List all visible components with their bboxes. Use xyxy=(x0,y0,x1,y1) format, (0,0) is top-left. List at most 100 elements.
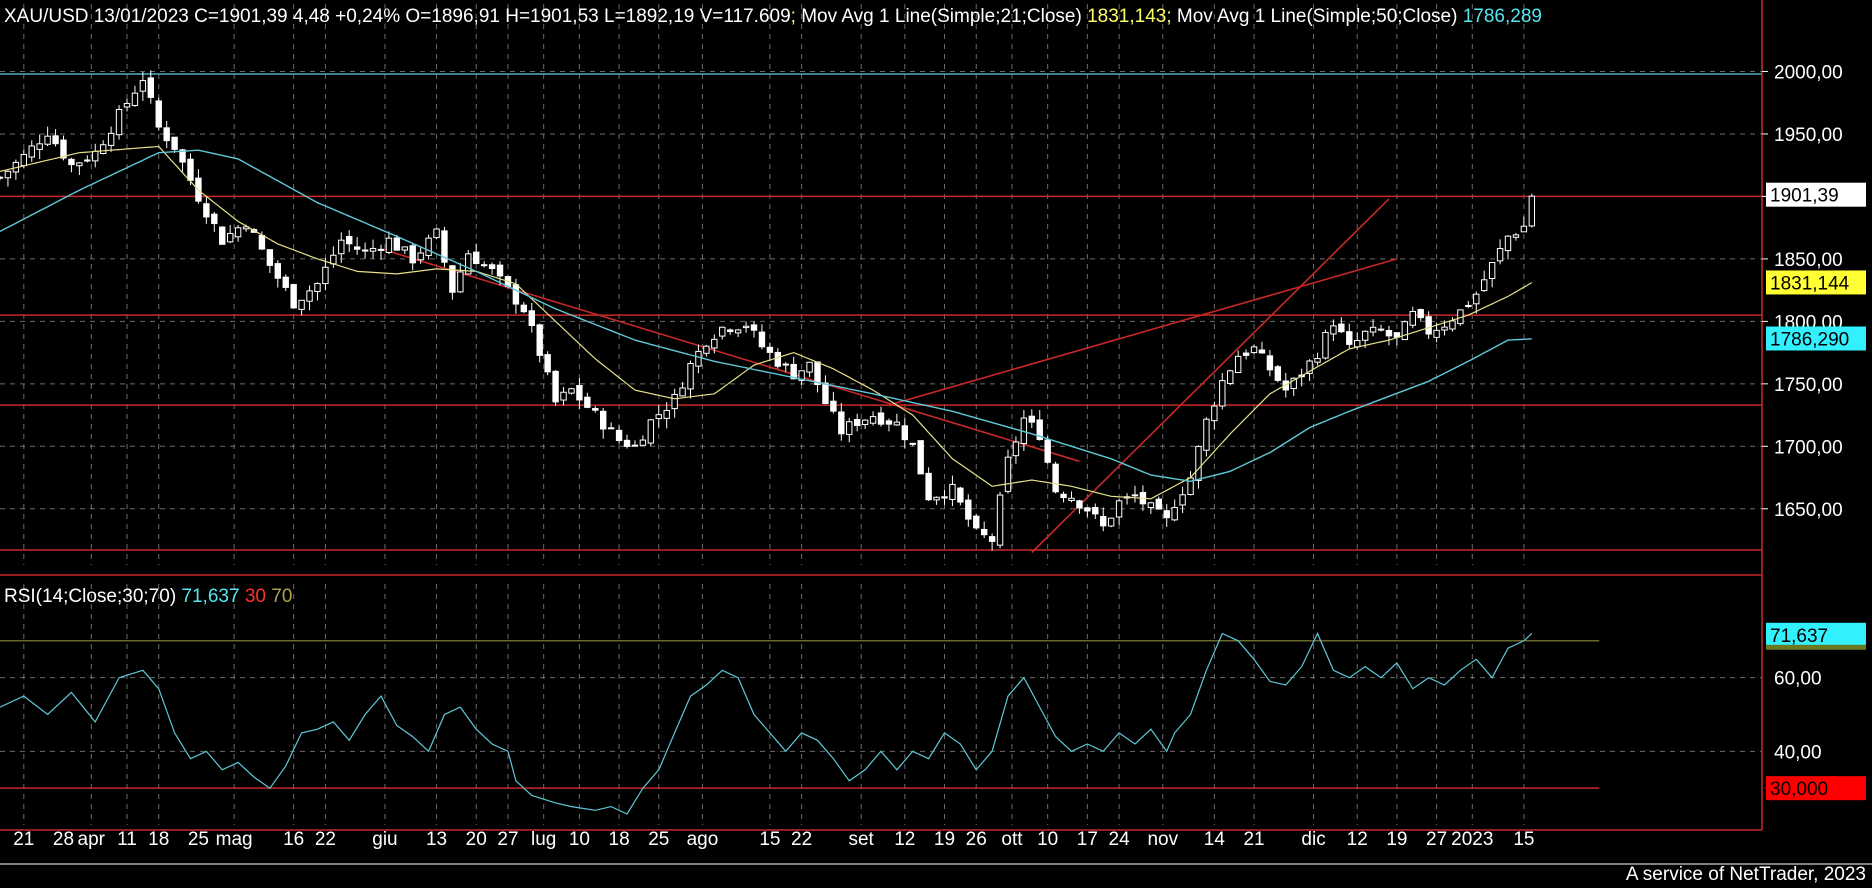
candle-down xyxy=(449,265,456,293)
x-tick-label: 12 xyxy=(894,829,915,850)
candle-down xyxy=(496,264,504,277)
close-price-tag-bg xyxy=(1766,182,1866,207)
candle-up xyxy=(639,439,647,446)
rsi-tick-label: 60,00 xyxy=(1774,669,1822,690)
price-candles xyxy=(0,70,1536,551)
candle-down xyxy=(520,304,528,313)
candle-up xyxy=(996,494,1004,546)
x-tick-label: 24 xyxy=(1109,829,1131,850)
candle-up xyxy=(1520,225,1528,233)
x-tick-label: 22 xyxy=(791,829,812,850)
x-tick-label: 27 xyxy=(1426,829,1447,850)
candle-down xyxy=(790,363,797,380)
candle-up xyxy=(1171,507,1178,521)
ma50-price-tag-text: 1786,290 xyxy=(1770,329,1849,350)
candle-up xyxy=(425,237,432,256)
x-tick-label: set xyxy=(848,829,874,850)
candle-down xyxy=(576,385,583,401)
candle-down xyxy=(885,420,893,425)
header-sep-1: ; xyxy=(790,6,796,27)
candle-up xyxy=(1441,326,1448,331)
candle-up xyxy=(20,153,28,167)
close-price-tag-text: 1901,39 xyxy=(1770,186,1839,207)
ma50-line xyxy=(0,149,1532,483)
candle-up xyxy=(655,414,662,420)
ma50-value: 1786,289 xyxy=(1462,6,1542,27)
candle-down xyxy=(552,370,559,403)
candle-up xyxy=(1290,377,1297,390)
x-tick-label: ago xyxy=(687,829,719,850)
rsi-low-tag-text: 30,000 xyxy=(1770,779,1828,800)
x-tick-label: 18 xyxy=(609,829,630,850)
header-sep-2: ; xyxy=(1166,6,1172,27)
candle-up xyxy=(949,483,956,500)
symbol-info: XAU/USD 13/01/2023 C=1901,39 4,48 +0,24%… xyxy=(4,6,791,27)
candle-up xyxy=(44,135,51,145)
rsi-header: RSI(14;Close;30;70) 71,637 30 70 xyxy=(4,584,292,610)
x-tick-label: nov xyxy=(1147,829,1178,850)
rsi-label: RSI(14;Close;30;70) xyxy=(4,586,182,607)
x-tick-label: 15 xyxy=(1513,829,1534,850)
candle-down xyxy=(853,419,861,426)
candle-down xyxy=(1131,494,1139,497)
candle-up xyxy=(1107,517,1115,527)
candle-up xyxy=(1401,321,1409,341)
candle-up xyxy=(647,419,655,444)
rsi-line xyxy=(0,632,1533,815)
candle-up xyxy=(1354,340,1361,348)
x-tick-label: giu xyxy=(372,829,397,850)
price-tick-label: 1950,00 xyxy=(1774,125,1843,146)
rsi-value: 71,637 xyxy=(181,586,240,607)
candle-down xyxy=(512,284,520,305)
x-tick-label: 2023 xyxy=(1451,829,1493,850)
candle-up xyxy=(1004,456,1012,492)
candle-up xyxy=(568,388,575,394)
candle-down xyxy=(957,487,964,503)
horizontal-levels xyxy=(0,73,1762,576)
candle-down xyxy=(377,248,385,251)
candle-up xyxy=(1012,441,1020,457)
price-tick-label: 1850,00 xyxy=(1774,250,1843,271)
candle-up xyxy=(1179,494,1186,506)
candle-up xyxy=(131,92,139,106)
candle-down xyxy=(925,472,932,501)
price-tick-label: 2000,00 xyxy=(1774,62,1843,83)
ma21-price-tag-bg xyxy=(1766,270,1866,295)
candle-up xyxy=(687,362,694,390)
candle-up xyxy=(401,246,408,251)
x-tick-label: 21 xyxy=(13,829,34,850)
ma50-price-tag-bg xyxy=(1766,326,1866,351)
candle-down xyxy=(163,127,170,142)
candle-down xyxy=(830,400,837,412)
candle-down xyxy=(1092,507,1099,515)
candle-up xyxy=(1496,248,1504,262)
candle-up xyxy=(36,143,43,150)
ma21-label: Mov Avg 1 Line(Simple;21;Close) xyxy=(795,6,1088,27)
candle-down xyxy=(488,264,496,269)
x-tick-label: 28 xyxy=(53,829,74,850)
candle-down xyxy=(1028,415,1036,423)
candle-up xyxy=(703,345,710,354)
x-tick-label: mag xyxy=(216,829,253,850)
candle-down xyxy=(60,139,67,159)
candle-down xyxy=(838,411,845,435)
candle-up xyxy=(798,370,805,381)
grid-lines xyxy=(0,4,1762,825)
candle-up xyxy=(139,80,147,92)
x-tick-label: 12 xyxy=(1347,829,1368,850)
candle-down xyxy=(584,396,591,408)
candle-up xyxy=(1504,235,1512,252)
price-tick-label: 1650,00 xyxy=(1774,500,1843,521)
rsi-upper: 70 xyxy=(271,586,293,607)
candle-down xyxy=(536,324,543,356)
x-tick-label: 21 xyxy=(1243,829,1264,850)
candle-down xyxy=(258,234,266,250)
candle-down xyxy=(171,136,178,150)
x-tick-label: 26 xyxy=(966,829,987,850)
candle-up xyxy=(1068,497,1075,502)
candle-up xyxy=(226,232,234,243)
candle-down xyxy=(211,213,218,225)
candle-down xyxy=(623,439,631,447)
candle-up xyxy=(322,266,329,285)
